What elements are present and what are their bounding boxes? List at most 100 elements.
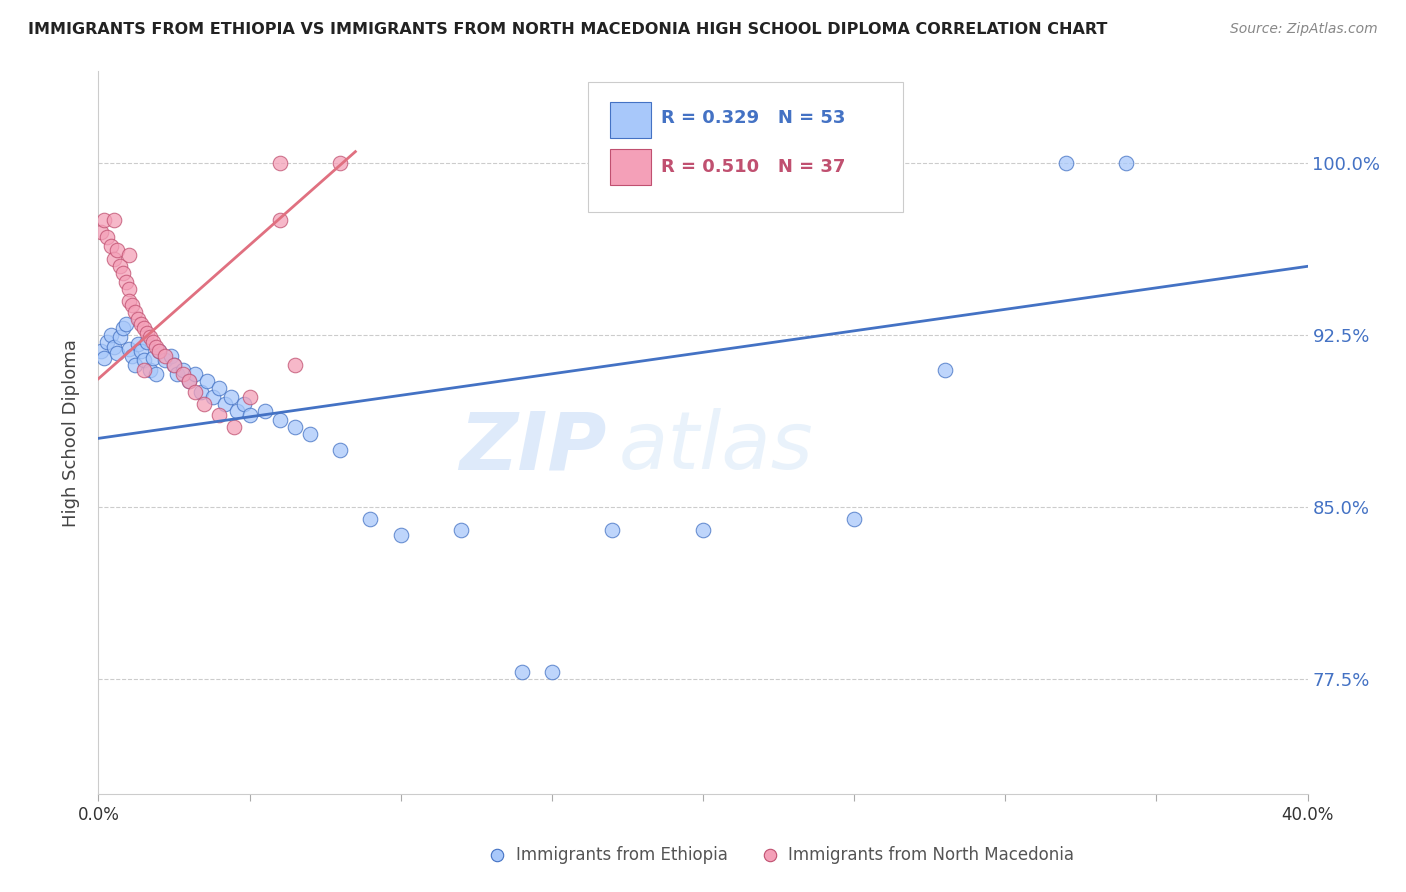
Text: Source: ZipAtlas.com: Source: ZipAtlas.com xyxy=(1230,22,1378,37)
Point xyxy=(692,523,714,537)
Point xyxy=(214,397,236,411)
Point xyxy=(124,305,146,319)
Point xyxy=(232,397,254,411)
Point xyxy=(299,426,322,441)
Point xyxy=(105,346,128,360)
Point xyxy=(269,413,291,427)
Point xyxy=(166,367,188,381)
Point xyxy=(226,404,249,418)
Point xyxy=(202,390,225,404)
Point xyxy=(129,344,152,359)
Point xyxy=(844,511,866,525)
Point xyxy=(118,342,141,356)
Text: Immigrants from North Macedonia: Immigrants from North Macedonia xyxy=(787,847,1074,864)
Point xyxy=(269,156,291,170)
Point xyxy=(118,282,141,296)
Point xyxy=(103,213,125,227)
Point xyxy=(111,321,134,335)
Point xyxy=(118,293,141,308)
FancyBboxPatch shape xyxy=(610,149,651,185)
Point xyxy=(224,420,246,434)
FancyBboxPatch shape xyxy=(588,82,903,212)
Point xyxy=(179,374,201,388)
Point xyxy=(172,362,194,376)
Text: R = 0.510   N = 37: R = 0.510 N = 37 xyxy=(661,159,845,177)
Point xyxy=(142,334,165,349)
Point xyxy=(269,213,291,227)
Point xyxy=(100,328,122,343)
Point xyxy=(135,326,157,340)
Point xyxy=(450,523,472,537)
Point xyxy=(93,213,115,227)
Point xyxy=(934,362,956,376)
Point xyxy=(389,527,412,541)
Point xyxy=(127,337,149,351)
Point xyxy=(139,330,162,344)
Point xyxy=(142,351,165,365)
Point xyxy=(114,317,136,331)
Point xyxy=(103,252,125,267)
Point xyxy=(329,156,352,170)
Point xyxy=(129,317,152,331)
Point xyxy=(184,385,207,400)
Point xyxy=(121,298,143,312)
Point xyxy=(208,409,231,423)
Point xyxy=(160,349,183,363)
Point xyxy=(114,276,136,290)
Point xyxy=(100,238,122,252)
Point xyxy=(1115,156,1137,170)
Point xyxy=(184,367,207,381)
Point xyxy=(148,344,170,359)
Point xyxy=(124,358,146,372)
Point xyxy=(253,404,276,418)
Point xyxy=(111,266,134,280)
Point xyxy=(239,409,262,423)
Point xyxy=(148,344,170,359)
Point xyxy=(329,442,352,457)
Text: R = 0.329   N = 53: R = 0.329 N = 53 xyxy=(661,110,845,128)
Point xyxy=(145,367,167,381)
Text: ZIP: ZIP xyxy=(458,408,606,486)
Point xyxy=(360,511,382,525)
FancyBboxPatch shape xyxy=(610,103,651,138)
Point xyxy=(540,665,562,680)
Point xyxy=(179,374,201,388)
Point xyxy=(602,523,624,537)
Point xyxy=(163,358,186,372)
Point xyxy=(132,353,155,368)
Point xyxy=(90,225,112,239)
Point xyxy=(239,390,262,404)
Point xyxy=(105,244,128,258)
Text: atlas: atlas xyxy=(619,408,813,486)
Point xyxy=(153,349,176,363)
Point xyxy=(121,349,143,363)
Point xyxy=(208,381,231,395)
Point xyxy=(96,334,118,349)
Point xyxy=(145,340,167,354)
Point xyxy=(221,390,243,404)
Point xyxy=(139,362,162,376)
Text: IMMIGRANTS FROM ETHIOPIA VS IMMIGRANTS FROM NORTH MACEDONIA HIGH SCHOOL DIPLOMA : IMMIGRANTS FROM ETHIOPIA VS IMMIGRANTS F… xyxy=(28,22,1108,37)
Text: Immigrants from Ethiopia: Immigrants from Ethiopia xyxy=(516,847,727,864)
Y-axis label: High School Diploma: High School Diploma xyxy=(62,339,80,526)
Point xyxy=(132,321,155,335)
Point xyxy=(96,229,118,244)
Point xyxy=(172,367,194,381)
Point xyxy=(108,260,131,274)
Point xyxy=(90,344,112,359)
Point xyxy=(135,334,157,349)
Point xyxy=(103,340,125,354)
Point xyxy=(93,351,115,365)
Point xyxy=(195,374,218,388)
Point xyxy=(132,362,155,376)
Point xyxy=(190,385,212,400)
Point xyxy=(510,665,533,680)
Point xyxy=(193,397,215,411)
Point xyxy=(284,358,307,372)
Point xyxy=(127,312,149,326)
Point xyxy=(108,330,131,344)
Point xyxy=(1054,156,1077,170)
Point xyxy=(118,248,141,262)
Point xyxy=(153,353,176,368)
Point xyxy=(284,420,307,434)
